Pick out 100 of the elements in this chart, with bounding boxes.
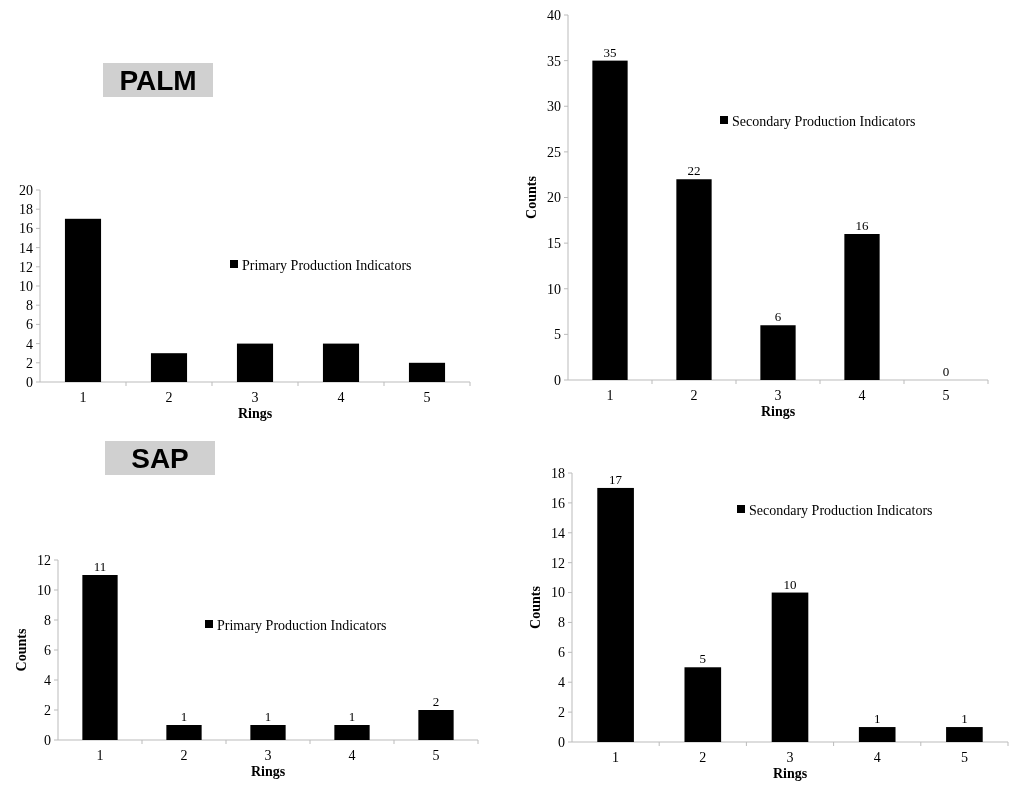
bar: [334, 725, 370, 740]
x-tick-label: 5: [942, 388, 950, 403]
x-tick-label: 4: [337, 390, 345, 405]
chart-title: SAP: [131, 443, 189, 474]
data-label: 1: [264, 709, 272, 724]
x-tick-label: 5: [423, 390, 431, 405]
data-label: 1: [961, 711, 968, 727]
y-tick-label: 2: [26, 355, 33, 371]
y-tick-label: 12: [551, 555, 565, 571]
bar: [771, 592, 809, 742]
y-tick-label: 8: [44, 612, 51, 628]
bar: [150, 353, 188, 382]
x-tick-label: 1: [96, 748, 104, 763]
data-label: 6: [774, 309, 782, 325]
y-tick-label: 10: [19, 278, 33, 294]
data-label: 1: [873, 711, 881, 727]
x-tick-label: 4: [858, 388, 866, 403]
bar: [250, 725, 286, 740]
bar: [592, 60, 628, 380]
data-label: 35: [603, 44, 617, 60]
y-axis-title: Counts: [524, 175, 539, 219]
x-tick-label: 3: [251, 390, 259, 405]
x-axis-title: Rings: [237, 406, 273, 421]
x-axis-title: Rings: [772, 766, 808, 781]
bar: [676, 179, 712, 380]
y-tick-label: 2: [44, 702, 51, 718]
data-label: 5: [699, 651, 707, 667]
y-tick-label: 18: [551, 465, 565, 481]
y-tick-label: 0: [44, 732, 51, 748]
y-tick-label: 10: [551, 585, 565, 601]
x-tick-label: 2: [690, 388, 698, 403]
x-tick-label: 3: [264, 748, 272, 763]
legend-label: Secondary Production Indicators: [749, 502, 933, 518]
y-tick-label: 12: [19, 259, 33, 275]
bar: [82, 575, 118, 740]
y-tick-label: 18: [19, 202, 33, 218]
x-tick-label: 1: [606, 388, 614, 403]
data-label: 1: [180, 709, 188, 724]
y-tick-label: 8: [26, 298, 33, 314]
y-tick-label: 16: [19, 221, 33, 237]
x-tick-label: 2: [180, 748, 188, 763]
x-tick-label: 5: [960, 750, 968, 765]
x-tick-label: 4: [348, 748, 356, 763]
legend-label: Primary Production Indicators: [217, 617, 387, 633]
y-tick-label: 0: [26, 374, 33, 390]
x-tick-label: 4: [873, 750, 881, 765]
legend-label: Primary Production Indicators: [242, 257, 412, 273]
y-tick-label: 35: [547, 53, 561, 69]
chart-title: PALM: [119, 65, 197, 96]
y-tick-label: 5: [554, 327, 561, 343]
bar: [418, 710, 454, 740]
x-tick-label: 3: [774, 388, 782, 403]
y-axis-title: Counts: [14, 628, 29, 672]
bar: [684, 667, 722, 742]
y-tick-label: 4: [558, 675, 565, 691]
y-tick-label: 25: [547, 144, 561, 160]
y-tick-label: 0: [554, 372, 561, 388]
y-tick-label: 8: [558, 615, 565, 631]
x-axis-title: Rings: [760, 404, 796, 419]
y-tick-label: 4: [26, 336, 33, 352]
data-label: 0: [942, 364, 950, 379]
bar: [166, 725, 202, 740]
bar: [322, 343, 360, 382]
data-label: 16: [855, 218, 869, 233]
data-label: 11: [93, 559, 107, 574]
bar: [64, 218, 102, 382]
y-tick-label: 12: [37, 552, 51, 568]
y-tick-label: 14: [551, 525, 565, 541]
y-tick-label: 4: [44, 672, 51, 688]
data-label: 22: [687, 163, 701, 179]
data-label: 1: [348, 709, 356, 724]
y-tick-label: 14: [19, 240, 33, 256]
bar: [946, 727, 983, 742]
bar: [597, 487, 634, 742]
bar: [858, 727, 896, 742]
bar: [844, 234, 880, 380]
x-tick-label: 2: [165, 390, 173, 405]
y-tick-label: 10: [37, 582, 51, 598]
legend-label: Secondary Production Indicators: [732, 113, 916, 129]
y-tick-label: 6: [44, 642, 51, 658]
data-label: 2: [432, 694, 440, 709]
y-tick-label: 6: [558, 645, 565, 661]
x-tick-label: 5: [432, 748, 440, 763]
x-tick-label: 3: [786, 750, 794, 765]
y-tick-label: 40: [547, 7, 561, 23]
data-label: 17: [609, 471, 623, 487]
bar: [236, 343, 274, 382]
y-axis-title: Counts: [528, 585, 543, 629]
y-tick-label: 30: [547, 99, 561, 115]
y-tick-label: 2: [558, 705, 565, 721]
x-axis-title: Rings: [250, 764, 286, 779]
x-tick-label: 1: [612, 750, 620, 765]
y-tick-label: 20: [19, 182, 33, 198]
bar: [408, 362, 446, 382]
x-tick-label: 2: [699, 750, 707, 765]
data-label: 10: [783, 576, 797, 592]
bar: [760, 325, 796, 380]
x-tick-label: 1: [79, 390, 87, 405]
y-tick-label: 16: [551, 495, 565, 511]
y-tick-label: 0: [558, 734, 565, 750]
